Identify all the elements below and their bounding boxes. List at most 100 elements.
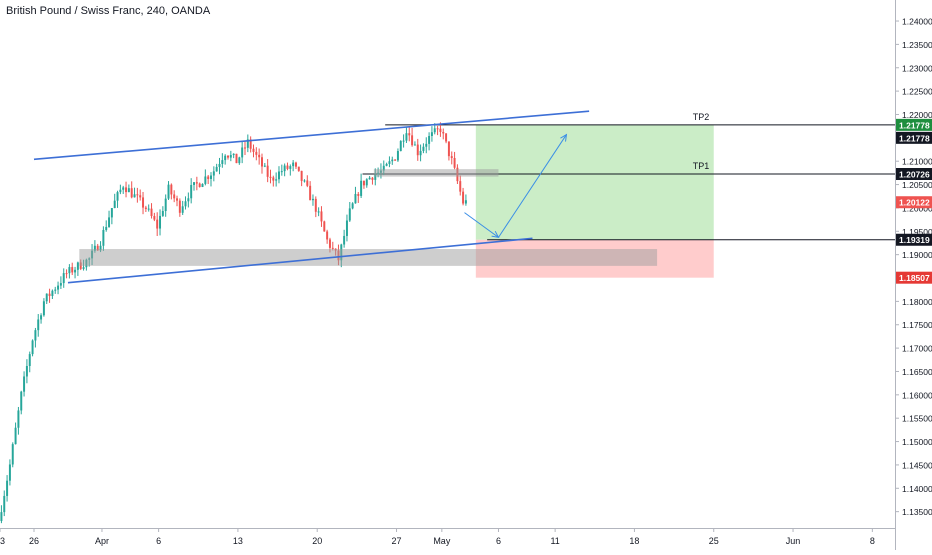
candle-body (212, 171, 215, 176)
price-tick-label: 1.21000 (902, 157, 932, 167)
candle-body (277, 171, 280, 180)
candle-body (184, 201, 187, 207)
candle-body (204, 176, 207, 184)
candle-body (105, 226, 108, 230)
lower-channel-trendline (67, 237, 533, 284)
upper-channel-trendline (33, 110, 590, 161)
candle-body (459, 181, 462, 192)
candle-body (99, 245, 102, 251)
candle-body (133, 194, 136, 198)
drawings-layer (33, 110, 658, 284)
candle-body (113, 200, 116, 209)
price-tick-label: 1.23000 (902, 63, 932, 73)
candle-body (326, 231, 329, 240)
candle-body (357, 193, 360, 196)
candle-body (139, 195, 142, 198)
price-axis-tag (896, 271, 932, 284)
candle-body (388, 161, 391, 164)
candle-body (331, 247, 334, 249)
price-axis-tag-label: 1.19319 (899, 235, 930, 245)
candle-body (207, 176, 210, 179)
price-tick-label: 1.22500 (902, 87, 932, 97)
price-axis-tag-label: 1.20122 (899, 198, 930, 208)
candle-body (439, 128, 442, 132)
candle-body (328, 239, 331, 248)
candle-body (294, 162, 297, 167)
price-tick-label: 1.15500 (902, 414, 932, 424)
candle-body (17, 410, 20, 428)
candle-body (311, 198, 314, 201)
candle-body (164, 198, 167, 212)
candle-body (396, 151, 399, 161)
candle-body (343, 235, 346, 245)
candle-body (71, 267, 74, 273)
time-tick-label: 6 (496, 536, 501, 546)
price-axis-tag (896, 196, 932, 209)
price-axis-tag (896, 118, 932, 131)
candle-body (108, 217, 111, 227)
candle-body (102, 229, 105, 246)
candle-body (119, 189, 122, 193)
price-tick-label: 1.22000 (902, 110, 932, 120)
price-axis-tag-label: 1.21778 (899, 120, 930, 130)
candle-body (374, 174, 377, 180)
time-tick-label: 27 (392, 536, 402, 546)
candle-body (405, 133, 408, 141)
candle-body (130, 188, 133, 198)
candle-body (445, 133, 448, 142)
candle-body (252, 148, 255, 152)
price-tick-label: 1.24000 (902, 17, 932, 27)
candle-body (48, 293, 51, 296)
time-tick-label: 25 (709, 536, 719, 546)
time-tick-label: 13 (233, 536, 243, 546)
candle-body (462, 191, 465, 204)
candle-body (323, 221, 326, 232)
candle-body (127, 188, 130, 193)
candle-body (227, 155, 229, 158)
candle-body (433, 128, 436, 133)
candle-body (360, 180, 363, 196)
candle-body (303, 180, 306, 182)
take-profit-zone (475, 124, 714, 240)
price-tick-label: 1.15000 (902, 437, 932, 447)
chart-title: British Pound / Swiss Franc, 240, OANDA (6, 5, 211, 17)
candle-body (110, 208, 113, 218)
candle-body (345, 220, 348, 236)
candle-body (51, 290, 54, 296)
candle-body (229, 155, 232, 158)
candle-body (464, 200, 467, 204)
candle-body (37, 319, 40, 331)
candle-body (411, 135, 414, 146)
candle-body (144, 207, 147, 209)
price-tick-label: 1.23500 (902, 40, 932, 50)
candle-body (142, 197, 145, 208)
candle-body (161, 211, 164, 216)
candle-body (176, 198, 179, 201)
price-tick-label: 1.19000 (902, 250, 932, 260)
candle-body (263, 165, 266, 167)
price-tick-label: 1.14000 (902, 484, 932, 494)
candle-body (201, 183, 204, 187)
candle-body (45, 293, 48, 302)
time-tick-label: 6 (156, 536, 161, 546)
time-tick-label: 18 (629, 536, 639, 546)
price-axis-tag-label: 1.21778 (899, 133, 930, 143)
projection-segment (498, 134, 567, 238)
candle-body (74, 269, 77, 273)
candle-body (238, 157, 241, 164)
price-axis-tag-label: 1.18507 (899, 273, 930, 283)
time-tick-label: Apr (95, 536, 109, 546)
candle-body (54, 289, 57, 291)
candle-body (258, 154, 261, 158)
candle-body (235, 153, 238, 164)
candle-body (193, 182, 196, 185)
price-tick-label: 1.19500 (902, 227, 932, 237)
candle-body (351, 203, 354, 209)
candle-body (232, 153, 235, 156)
candle-body (11, 444, 14, 465)
resistance-zone (373, 169, 499, 177)
candle-body (178, 200, 181, 213)
